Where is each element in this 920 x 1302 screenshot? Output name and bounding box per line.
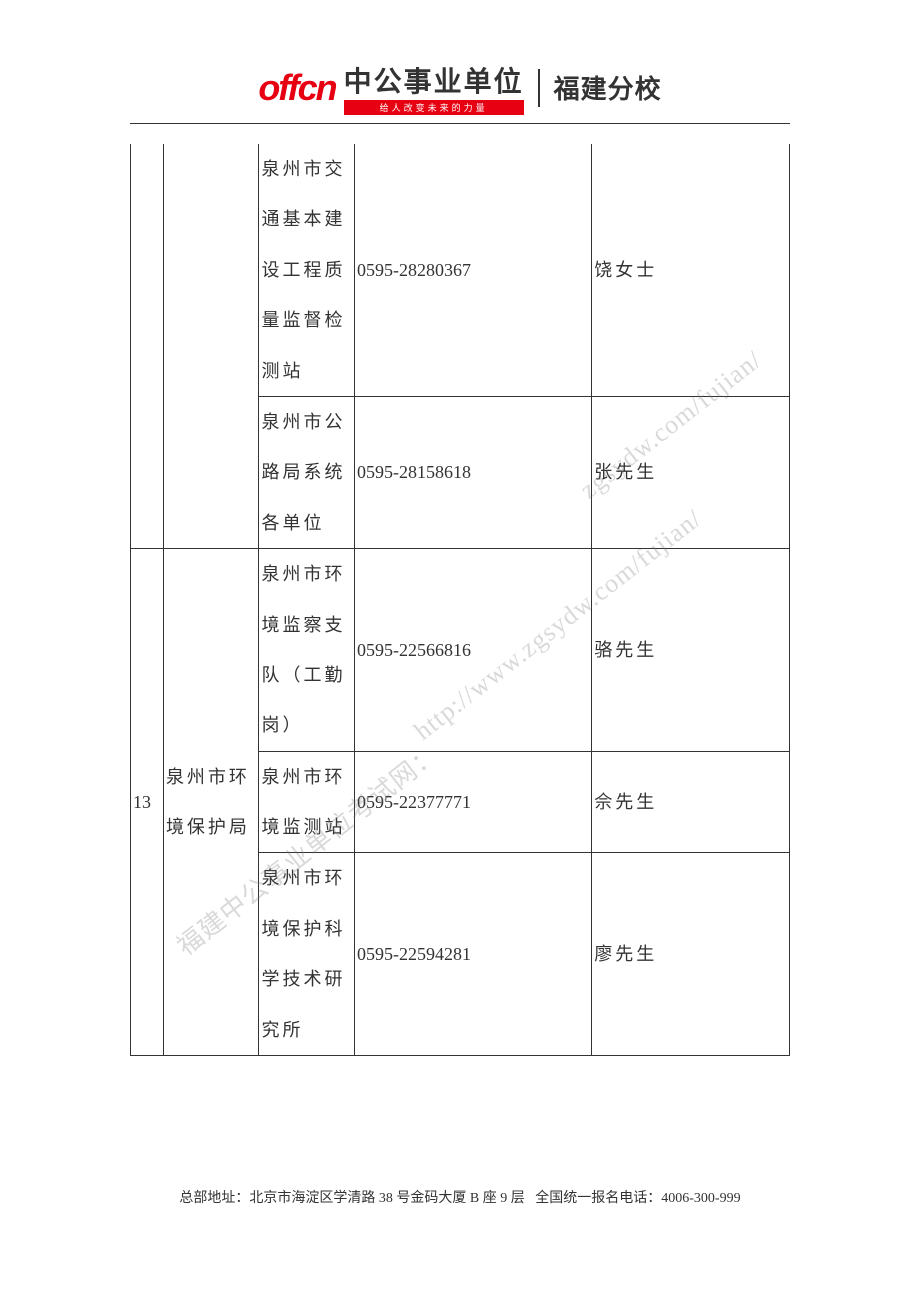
footer-address-label: 总部地址： [179, 1191, 249, 1206]
cell-unit: 泉州市公路局系统各单位 [259, 396, 355, 548]
logo-tagline: 给人改变未来的力量 [344, 100, 524, 115]
logo-brand-cn: 中公事业单位 [344, 60, 524, 100]
footer-phone: 4006-300-999 [661, 1191, 740, 1206]
cell-index: 13 [131, 549, 164, 1056]
footer-phone-label: 全国统一报名电话： [535, 1191, 661, 1206]
cell-phone: 0595-28158618 [355, 396, 592, 548]
table-row: 泉州市交通基本建设工程质量监督检测站 0595-28280367 饶女士 [131, 144, 790, 396]
logo-divider-icon [538, 69, 540, 107]
cell-contact: 饶女士 [592, 144, 790, 396]
cell-unit: 泉州市环境监测站 [259, 751, 355, 853]
cell-phone: 0595-22377771 [355, 751, 592, 853]
cell-unit: 泉州市交通基本建设工程质量监督检测站 [259, 144, 355, 396]
cell-unit: 泉州市环境监察支队（工勤岗） [259, 549, 355, 752]
cell-contact: 廖先生 [592, 853, 790, 1056]
logo-brand-en: offcn [258, 67, 335, 109]
cell-contact: 张先生 [592, 396, 790, 548]
cell-phone: 0595-22594281 [355, 853, 592, 1056]
table-row: 13 泉州市环境保护局 泉州市环境监察支队（工勤岗） 0595-22566816… [131, 549, 790, 752]
cell-department [163, 144, 259, 549]
logo-main: 中公事业单位 给人改变未来的力量 [344, 60, 524, 115]
cell-unit: 泉州市环境保护科学技术研究所 [259, 853, 355, 1056]
logo-container: offcn 中公事业单位 给人改变未来的力量 福建分校 [258, 60, 661, 115]
header-divider [130, 123, 790, 124]
footer-address: 北京市海淀区学清路 38 号金码大厦 B 座 9 层 [249, 1191, 524, 1206]
cell-phone: 0595-28280367 [355, 144, 592, 396]
cell-contact: 佘先生 [592, 751, 790, 853]
cell-phone: 0595-22566816 [355, 549, 592, 752]
page-footer: 总部地址：北京市海淀区学清路 38 号金码大厦 B 座 9 层 全国统一报名电话… [0, 1187, 920, 1207]
header-logo: offcn 中公事业单位 给人改变未来的力量 福建分校 [130, 60, 790, 115]
logo-branch: 福建分校 [554, 69, 662, 106]
cell-index [131, 144, 164, 549]
cell-department: 泉州市环境保护局 [163, 549, 259, 1056]
contacts-table: 泉州市交通基本建设工程质量监督检测站 0595-28280367 饶女士 泉州市… [130, 144, 790, 1056]
cell-contact: 骆先生 [592, 549, 790, 752]
